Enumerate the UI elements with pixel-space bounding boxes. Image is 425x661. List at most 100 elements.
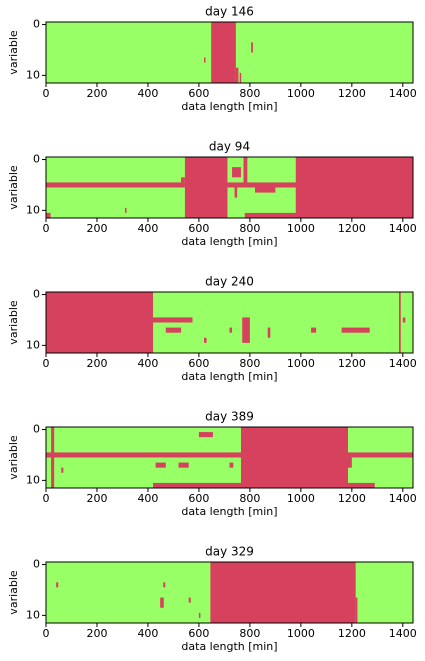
heatmap-cell xyxy=(311,327,317,333)
heatmap-cell xyxy=(61,467,64,473)
heatmap-cell xyxy=(204,337,207,343)
x-axis-label: data length [min] xyxy=(181,370,277,383)
y-tick-label: 10 xyxy=(26,203,40,216)
x-tick-label: 0 xyxy=(43,87,50,100)
x-tick-label: 400 xyxy=(137,357,158,370)
chart-title: day 389 xyxy=(205,410,254,424)
x-tick-label: 1400 xyxy=(389,222,417,235)
heatmap-cell xyxy=(227,182,299,188)
chart-title: day 94 xyxy=(209,140,250,154)
heatmap-cell xyxy=(153,482,375,488)
heatmap-cell xyxy=(181,177,185,183)
heatmap-cell xyxy=(198,612,201,618)
x-tick-label: 1200 xyxy=(338,492,366,505)
x-tick-label: 800 xyxy=(239,87,260,100)
heatmap-cell xyxy=(235,67,239,83)
heatmap-cell xyxy=(178,462,189,468)
heatmap-cell xyxy=(232,167,241,178)
x-tick-label: 1000 xyxy=(287,87,315,100)
heatmap-cell xyxy=(242,317,250,343)
x-tick-label: 0 xyxy=(43,492,50,505)
y-tick-label: 10 xyxy=(26,338,40,351)
heatmap-cell xyxy=(188,597,191,603)
heatmap-cell xyxy=(46,292,154,353)
heatmap-cell xyxy=(125,207,127,213)
x-tick-label: 600 xyxy=(188,627,209,640)
heatmap-cell xyxy=(210,562,356,623)
x-tick-label: 200 xyxy=(86,492,107,505)
x-axis-label: data length [min] xyxy=(181,235,277,248)
x-tick-label: 1400 xyxy=(389,627,417,640)
chart-title: day 240 xyxy=(205,275,254,289)
y-tick-label: 0 xyxy=(33,153,40,166)
y-axis-label: variable xyxy=(7,435,20,480)
x-tick-label: 200 xyxy=(86,357,107,370)
heatmap-cell xyxy=(239,72,242,83)
y-axis-label: variable xyxy=(7,300,20,345)
x-axis-label: data length [min] xyxy=(181,100,277,113)
heatmap-cell xyxy=(160,597,164,608)
plot-frame xyxy=(45,156,414,219)
heatmap-cell xyxy=(398,292,401,353)
x-axis-label: data length [min] xyxy=(181,505,277,518)
x-tick-label: 1400 xyxy=(389,87,417,100)
x-tick-label: 1200 xyxy=(338,222,366,235)
y-tick-label: 10 xyxy=(26,473,40,486)
x-tick-label: 600 xyxy=(188,222,209,235)
heatmap-cell xyxy=(155,462,166,468)
heatmap-cell xyxy=(56,582,59,588)
heatmap-cell xyxy=(251,42,253,53)
x-tick-label: 1000 xyxy=(287,627,315,640)
heatmap-cell xyxy=(244,212,298,218)
x-tick-label: 1200 xyxy=(338,627,366,640)
y-axis-label: variable xyxy=(7,30,20,75)
heatmap-cell xyxy=(46,212,51,218)
y-tick-label: 10 xyxy=(26,608,40,621)
plot-frame xyxy=(45,21,414,84)
plot-frame xyxy=(45,426,414,489)
x-tick-label: 400 xyxy=(137,492,158,505)
heatmap-cell xyxy=(254,187,276,193)
heatmap-cell xyxy=(295,157,413,218)
heatmap-cell xyxy=(163,582,166,588)
heatmap-cell xyxy=(198,432,213,438)
heatmap-cell xyxy=(211,22,236,83)
x-tick-label: 1000 xyxy=(287,222,315,235)
heatmap-cell xyxy=(243,157,248,188)
x-tick-label: 1200 xyxy=(338,87,366,100)
heatmap-cell xyxy=(165,327,182,333)
x-tick-label: 600 xyxy=(188,492,209,505)
x-tick-label: 0 xyxy=(43,357,50,370)
x-tick-label: 1200 xyxy=(338,357,366,370)
x-tick-label: 1000 xyxy=(287,357,315,370)
y-axis-label: variable xyxy=(7,165,20,210)
heatmap-cell xyxy=(348,457,352,468)
x-tick-label: 400 xyxy=(137,627,158,640)
chart-title: day 329 xyxy=(205,545,254,559)
y-axis-label: variable xyxy=(7,570,20,615)
x-tick-label: 600 xyxy=(188,357,209,370)
x-tick-label: 800 xyxy=(239,492,260,505)
x-tick-label: 800 xyxy=(239,627,260,640)
chart-title: day 146 xyxy=(205,5,254,19)
heatmap-cell xyxy=(267,327,271,338)
x-tick-label: 1400 xyxy=(389,492,417,505)
heatmap-cell xyxy=(229,462,234,468)
x-tick-label: 1400 xyxy=(389,357,417,370)
heatmap-cell xyxy=(402,317,406,323)
y-tick-label: 0 xyxy=(33,558,40,571)
x-tick-label: 400 xyxy=(137,222,158,235)
heatmap-cell xyxy=(46,182,185,188)
x-tick-label: 200 xyxy=(86,222,107,235)
x-tick-label: 200 xyxy=(86,627,107,640)
x-tick-label: 600 xyxy=(188,87,209,100)
plot-frame xyxy=(45,561,414,624)
heatmap-cell xyxy=(153,317,193,323)
heatmap-cell xyxy=(229,327,233,333)
x-axis-label: data length [min] xyxy=(181,640,277,653)
heatmap-cell xyxy=(234,187,238,198)
heatmap-cell xyxy=(46,452,413,458)
plot-frame xyxy=(45,291,414,354)
x-tick-label: 1000 xyxy=(287,492,315,505)
x-tick-label: 0 xyxy=(43,222,50,235)
